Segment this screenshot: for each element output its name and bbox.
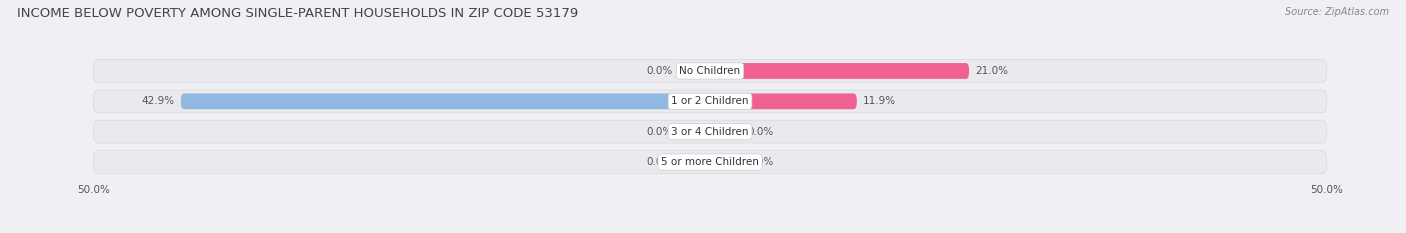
FancyBboxPatch shape — [679, 154, 710, 170]
FancyBboxPatch shape — [710, 93, 856, 109]
FancyBboxPatch shape — [93, 151, 1327, 173]
Text: No Children: No Children — [679, 66, 741, 76]
Text: 0.0%: 0.0% — [747, 157, 773, 167]
Text: 5 or more Children: 5 or more Children — [661, 157, 759, 167]
FancyBboxPatch shape — [93, 90, 1327, 113]
Text: 21.0%: 21.0% — [976, 66, 1008, 76]
FancyBboxPatch shape — [710, 124, 741, 140]
Text: 11.9%: 11.9% — [863, 96, 896, 106]
Text: 0.0%: 0.0% — [647, 157, 673, 167]
Text: 1 or 2 Children: 1 or 2 Children — [671, 96, 749, 106]
FancyBboxPatch shape — [93, 120, 1327, 143]
Text: 3 or 4 Children: 3 or 4 Children — [671, 127, 749, 137]
Text: INCOME BELOW POVERTY AMONG SINGLE-PARENT HOUSEHOLDS IN ZIP CODE 53179: INCOME BELOW POVERTY AMONG SINGLE-PARENT… — [17, 7, 578, 20]
Text: 42.9%: 42.9% — [142, 96, 174, 106]
FancyBboxPatch shape — [710, 154, 741, 170]
Text: 0.0%: 0.0% — [747, 127, 773, 137]
FancyBboxPatch shape — [679, 63, 710, 79]
Text: 0.0%: 0.0% — [647, 127, 673, 137]
FancyBboxPatch shape — [93, 60, 1327, 82]
Text: Source: ZipAtlas.com: Source: ZipAtlas.com — [1285, 7, 1389, 17]
FancyBboxPatch shape — [181, 93, 710, 109]
FancyBboxPatch shape — [679, 124, 710, 140]
FancyBboxPatch shape — [710, 63, 969, 79]
Text: 0.0%: 0.0% — [647, 66, 673, 76]
